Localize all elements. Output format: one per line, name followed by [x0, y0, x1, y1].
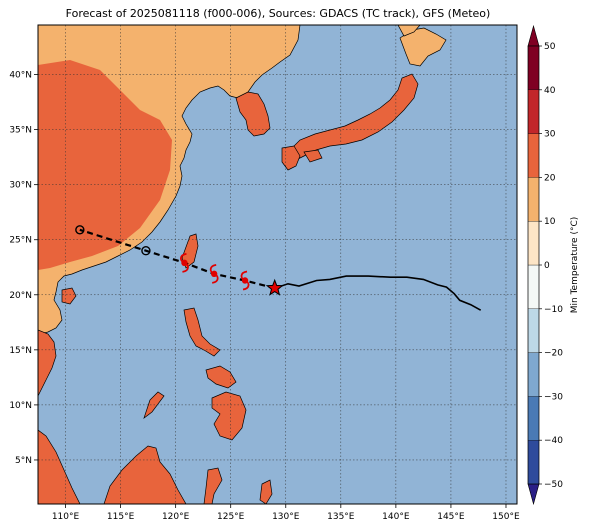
land-halmahera — [259, 479, 273, 504]
colorbar-label: Min Temperature (°C) — [570, 217, 580, 314]
gridlines — [38, 25, 517, 504]
colorbar-segment — [527, 89, 540, 134]
land-japan-kyushu — [281, 145, 301, 171]
colorbar-tick-label: −10 — [544, 305, 563, 315]
lat-tick-label: 25°N — [9, 236, 32, 246]
colorbar-segment — [527, 440, 540, 485]
forecast-track-line — [79, 228, 275, 290]
land-sulawesi — [203, 467, 223, 504]
colorbar-tick-label: −40 — [544, 436, 563, 446]
colorbar-segment — [527, 308, 540, 353]
tc-track — [75, 225, 482, 311]
land-indochina — [38, 329, 57, 397]
colorbar-segment — [527, 133, 540, 178]
forecast-position-marker — [141, 246, 151, 256]
lon-tick-label: 120°E — [162, 512, 190, 522]
current-position-star — [265, 278, 284, 296]
colorbar-tick-label: −30 — [544, 392, 563, 402]
past-track-line — [274, 275, 482, 311]
colorbar-tick-label: −20 — [544, 349, 563, 359]
colorbar-tick-label: 10 — [544, 217, 556, 227]
lat-tick-label: 20°N — [9, 291, 32, 301]
land-hokkaido — [399, 27, 447, 67]
land-malay-peninsula — [38, 429, 81, 504]
typhoon-symbol — [240, 270, 250, 291]
lat-tick-label: 30°N — [9, 181, 32, 191]
lon-tick-label: 125°E — [217, 512, 245, 522]
colorbar-max-extend — [527, 24, 540, 47]
colorbar-segment — [527, 264, 540, 309]
lon-tick-label: 130°E — [272, 512, 300, 522]
land-taiwan — [181, 233, 199, 269]
colorbar-tick-label: 20 — [544, 173, 556, 183]
typhoon-symbol — [209, 263, 219, 284]
land-china-interior — [38, 60, 172, 270]
lon-tick-label: 150°E — [492, 512, 520, 522]
colorbar-tick-label: 40 — [544, 86, 556, 96]
land-japan-honshu — [289, 73, 419, 161]
colorbar-segment — [527, 396, 540, 441]
lon-tick-label: 115°E — [107, 512, 135, 522]
typhoon-symbol — [180, 252, 189, 273]
land-sakhalin — [397, 25, 421, 37]
land-korea — [235, 91, 271, 137]
lon-tick-label: 110°E — [52, 512, 80, 522]
land-mindanao — [211, 391, 247, 441]
colorbar-tick-label: 0 — [544, 261, 550, 271]
lon-tick-label: 140°E — [382, 512, 410, 522]
lon-tick-label: 135°E — [327, 512, 355, 522]
map-title: Forecast of 2025081118 (f000-006), Sourc… — [66, 7, 491, 20]
colorbar-segment — [527, 221, 540, 266]
lat-tick-label: 15°N — [9, 346, 32, 356]
colorbar-tick-label: −50 — [544, 480, 563, 490]
land-borneo — [103, 445, 187, 504]
colorbar: 50 40 30 20 10 0 −10 −20 −30 −40 −50 Min Temperatur… — [527, 24, 580, 506]
colorbar-segment — [527, 352, 540, 397]
map-area — [38, 25, 517, 504]
land-visayas — [205, 365, 237, 389]
colorbar-tick-label: 50 — [544, 42, 556, 52]
colorbar-segment — [527, 45, 540, 90]
forecast-position-marker — [75, 225, 85, 235]
colorbar-segment — [527, 177, 540, 222]
lon-tick-label: 145°E — [437, 512, 465, 522]
land-luzon — [183, 307, 221, 357]
lat-tick-label: 10°N — [9, 401, 32, 411]
colorbar-tick-label: 30 — [544, 130, 556, 140]
lat-tick-label: 35°N — [9, 126, 32, 136]
map-frame — [37, 24, 518, 505]
lat-tick-label: 5°N — [15, 456, 32, 466]
axis-ticks: 110°E 115°E 120°E 125°E 130°E 135°E 140°E 145°E… — [9, 71, 520, 522]
land-japan-shikoku — [303, 149, 323, 163]
lat-tick-label: 40°N — [9, 71, 32, 81]
colorbar-min-extend — [527, 483, 540, 506]
